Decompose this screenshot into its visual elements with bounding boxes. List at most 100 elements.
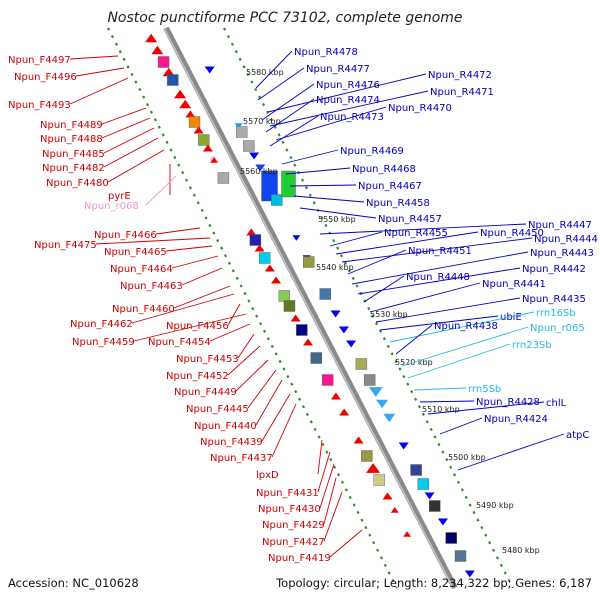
label-leader-line — [107, 149, 165, 183]
gene-label: Npun_F4497 — [8, 55, 71, 66]
reverse-gene-block — [417, 478, 430, 490]
reverse-gene-arrow — [255, 164, 266, 172]
forward-gene-arrow — [151, 45, 164, 55]
gene-label: Npun_F4449 — [174, 387, 237, 398]
gene-label: Npun_F4452 — [166, 371, 229, 382]
gene-label: Npun_F4437 — [210, 453, 273, 464]
label-leader-line — [439, 417, 483, 435]
gene-label: Npun_F4440 — [194, 421, 257, 432]
forward-gene-arrow — [382, 492, 393, 500]
inner-dotted-guide — [223, 27, 514, 589]
gene-label: Npun_R4441 — [482, 279, 546, 290]
label-leader-line — [289, 184, 357, 187]
forward-gene-arrow — [264, 264, 275, 272]
reverse-gene-arrow — [383, 413, 396, 423]
forward-gene-block — [198, 134, 210, 146]
forward-gene-arrow — [174, 89, 187, 99]
gene-label: Npun_R4435 — [522, 294, 586, 305]
reverse-gene-arrow — [424, 492, 435, 500]
forward-gene-arrow — [202, 144, 213, 152]
label-leader-line — [293, 195, 365, 203]
gene-label: Npun_R4476 — [316, 80, 380, 91]
forward-gene-arrow — [290, 314, 301, 322]
label-leader-line — [155, 227, 201, 235]
label-leader-line — [227, 303, 241, 326]
gene-label: Npun_F4463 — [120, 281, 183, 292]
tick-label: 5550 kbp — [318, 215, 356, 224]
label-leader-line — [369, 282, 481, 313]
gene-label: atpC — [566, 430, 589, 441]
gene-label: Npun_F4489 — [40, 120, 103, 131]
gene-label: ubiE — [500, 312, 522, 323]
forward-gene-arrow — [254, 244, 265, 252]
label-leader-line — [419, 400, 475, 403]
gene-label: Npun_F4488 — [40, 134, 103, 145]
forward-gene-arrow — [210, 157, 219, 163]
label-leader-line — [261, 83, 315, 121]
label-leader-line — [171, 255, 219, 269]
gene-label: Npun_F4493 — [8, 100, 71, 111]
forward-gene-block — [258, 252, 271, 264]
gene-label: Npun_F4439 — [200, 437, 263, 448]
tick-label: 5560 kbp — [240, 167, 278, 176]
gene-label: Npun_R4424 — [484, 414, 548, 425]
label-leader-line — [363, 275, 405, 303]
reverse-gene-arrow — [464, 570, 475, 578]
gene-label: Npun_F4453 — [176, 354, 239, 365]
forward-gene-arrow — [390, 507, 399, 513]
label-leader-line — [103, 137, 159, 168]
reverse-gene-block — [363, 374, 376, 386]
label-leader-line — [227, 345, 261, 376]
label-leader-line — [133, 313, 247, 342]
gene-label: Npun_r065 — [530, 323, 585, 334]
forward-gene-arrow — [339, 408, 350, 416]
label-leader-line — [101, 117, 151, 139]
forward-gene-arrow — [162, 67, 175, 77]
reverse-gene-arrow — [204, 66, 215, 74]
gene-label: Npun_R4458 — [366, 198, 430, 209]
reverse-gene-block — [319, 288, 331, 300]
label-leader-line — [357, 267, 521, 295]
forward-gene-block — [283, 300, 296, 312]
gene-label: Npun_F4482 — [42, 163, 105, 174]
label-leader-line — [237, 333, 255, 359]
forward-gene-block — [167, 74, 179, 86]
label-leader-line — [389, 311, 535, 343]
label-leader-line — [267, 73, 427, 113]
gene-label: Npun_R4477 — [306, 64, 370, 75]
tick-label: 5500 kbp — [448, 453, 486, 462]
gene-label: Npun_R4468 — [352, 164, 416, 175]
label-leader-line — [319, 223, 527, 235]
forward-gene-arrow — [330, 392, 341, 400]
label-leader-line — [379, 315, 499, 331]
label-leader-line — [347, 249, 407, 275]
reverse-gene-block — [454, 550, 467, 562]
gene-label: Npun_F4464 — [110, 264, 173, 275]
gene-label: Npun_R4438 — [434, 321, 498, 332]
label-leader-line — [281, 149, 339, 165]
reverse-gene-arrow — [346, 340, 357, 348]
forward-gene-arrow — [353, 436, 364, 444]
label-leader-line — [261, 393, 291, 442]
label-leader-line — [427, 401, 545, 415]
gene-label: Npun_R4469 — [340, 146, 404, 157]
label-leader-line — [323, 477, 337, 525]
reverse-gene-arrow — [376, 399, 389, 409]
gene-label: Npun_F4431 — [256, 488, 319, 499]
forward-strand-labels: Npun_F4497 Npun_F4496 Npun_F4493 Npun_F4489… — [8, 55, 363, 564]
gene-label: lpxD — [256, 470, 279, 481]
label-leader-line — [341, 237, 533, 263]
forward-gene-arrow — [179, 99, 192, 109]
label-leader-line — [285, 167, 351, 175]
gene-label: Npun_F4460 — [112, 304, 175, 315]
reverse-gene-arrow — [338, 326, 349, 334]
label-leader-line — [271, 403, 297, 458]
gene-label: Npun_F4456 — [166, 321, 229, 332]
forward-gene-arrow — [185, 110, 196, 118]
accession-text: Accession: NC_010628 — [8, 576, 139, 590]
gene-label: Npun_R4467 — [358, 181, 422, 192]
label-leader-line — [181, 267, 223, 286]
gene-label: pyrE — [108, 191, 131, 202]
tick-label: 5480 kbp — [502, 546, 540, 555]
